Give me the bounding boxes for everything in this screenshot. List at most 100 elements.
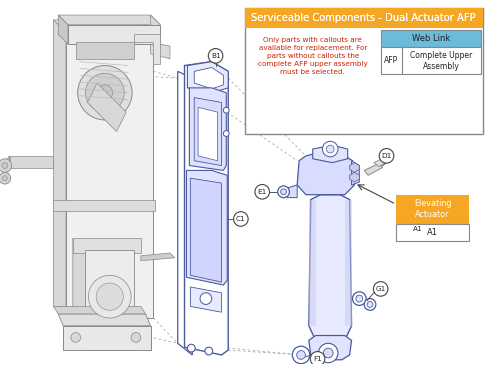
Polygon shape — [141, 20, 154, 318]
Polygon shape — [350, 172, 360, 182]
Circle shape — [131, 332, 141, 342]
Circle shape — [410, 221, 425, 236]
Bar — [380, 30, 480, 47]
Polygon shape — [66, 32, 154, 318]
Text: Elevating
Actuator: Elevating Actuator — [414, 199, 452, 219]
Text: E1: E1 — [258, 189, 267, 195]
Polygon shape — [134, 34, 160, 63]
Polygon shape — [297, 151, 354, 195]
Circle shape — [224, 107, 229, 113]
Circle shape — [255, 184, 270, 199]
Polygon shape — [190, 178, 222, 282]
Polygon shape — [374, 159, 386, 166]
Polygon shape — [312, 145, 348, 163]
Circle shape — [367, 301, 373, 307]
Polygon shape — [141, 253, 175, 261]
Circle shape — [324, 348, 333, 358]
Text: A1: A1 — [413, 226, 422, 232]
Circle shape — [296, 351, 306, 359]
Polygon shape — [194, 97, 222, 166]
Polygon shape — [186, 170, 227, 285]
Polygon shape — [284, 185, 297, 198]
Text: Only parts with callouts are
available for replacement. For
parts without callou: Only parts with callouts are available f… — [258, 37, 368, 75]
Circle shape — [318, 343, 338, 363]
Polygon shape — [63, 326, 150, 350]
Circle shape — [310, 352, 325, 366]
Text: Complete Upper
Assembly: Complete Upper Assembly — [410, 51, 472, 71]
Polygon shape — [309, 195, 352, 340]
Text: Serviceable Components - Dual Actuator AFP: Serviceable Components - Dual Actuator A… — [252, 13, 476, 23]
Polygon shape — [73, 238, 86, 350]
Circle shape — [205, 347, 212, 355]
Bar — [244, 8, 482, 28]
Circle shape — [78, 66, 132, 120]
Circle shape — [88, 275, 131, 318]
Circle shape — [234, 212, 248, 226]
Text: F1: F1 — [313, 356, 322, 362]
Polygon shape — [76, 42, 134, 59]
Circle shape — [322, 141, 338, 157]
Bar — [396, 224, 469, 241]
Circle shape — [200, 293, 211, 304]
Circle shape — [292, 346, 310, 364]
Polygon shape — [309, 335, 352, 360]
Text: C1: C1 — [236, 216, 246, 222]
Polygon shape — [54, 306, 154, 318]
Circle shape — [374, 282, 388, 296]
Circle shape — [0, 159, 12, 172]
Polygon shape — [58, 15, 160, 25]
Polygon shape — [188, 62, 228, 93]
Text: D1: D1 — [382, 153, 392, 159]
Circle shape — [208, 49, 223, 63]
Circle shape — [224, 131, 229, 137]
Text: Serviceable Components - Dual Actuator AFP: Serviceable Components - Dual Actuator A… — [252, 13, 476, 23]
Bar — [380, 47, 402, 74]
Text: A1: A1 — [427, 228, 438, 237]
Text: B1: B1 — [211, 53, 220, 59]
Text: Web Link: Web Link — [412, 34, 450, 43]
Circle shape — [326, 145, 334, 153]
Bar — [402, 47, 480, 74]
Polygon shape — [190, 287, 222, 312]
Circle shape — [352, 292, 366, 306]
Polygon shape — [68, 25, 160, 44]
Text: G1: G1 — [376, 286, 386, 292]
Polygon shape — [178, 71, 192, 355]
Circle shape — [379, 149, 394, 163]
Polygon shape — [54, 200, 156, 211]
Polygon shape — [309, 200, 316, 326]
Polygon shape — [194, 68, 224, 89]
Circle shape — [0, 172, 10, 184]
Polygon shape — [58, 15, 68, 44]
Polygon shape — [86, 250, 134, 350]
Circle shape — [71, 332, 81, 342]
Polygon shape — [364, 163, 382, 175]
Polygon shape — [345, 200, 352, 326]
Circle shape — [97, 85, 112, 100]
Circle shape — [86, 73, 124, 112]
Polygon shape — [58, 314, 150, 326]
Circle shape — [280, 189, 286, 195]
Polygon shape — [198, 107, 218, 161]
Polygon shape — [184, 62, 228, 355]
Circle shape — [356, 295, 362, 302]
Text: AFP: AFP — [384, 56, 398, 65]
Polygon shape — [73, 238, 141, 253]
Bar — [244, 8, 482, 134]
Polygon shape — [5, 156, 10, 175]
Circle shape — [2, 163, 8, 169]
Polygon shape — [150, 15, 160, 44]
Circle shape — [96, 283, 124, 310]
Bar — [396, 195, 469, 224]
Circle shape — [278, 186, 289, 198]
Polygon shape — [190, 88, 226, 170]
Polygon shape — [10, 156, 54, 169]
Polygon shape — [88, 83, 126, 132]
Circle shape — [364, 299, 376, 310]
Polygon shape — [54, 20, 154, 32]
Polygon shape — [54, 306, 146, 314]
Circle shape — [2, 176, 7, 180]
Polygon shape — [352, 161, 360, 185]
Polygon shape — [150, 42, 170, 59]
Polygon shape — [54, 20, 66, 318]
